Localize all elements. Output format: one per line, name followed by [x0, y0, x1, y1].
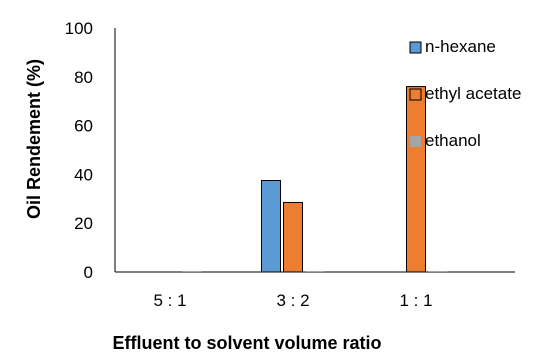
y-tick-label: 100	[65, 19, 93, 38]
y-tick-label: 80	[74, 68, 93, 87]
y-tick-label: 60	[74, 117, 93, 136]
x-tick-label: 3 : 2	[276, 291, 309, 310]
y-axis-ticks: 0 20 40 60 80 100	[65, 19, 93, 282]
bar-ethanol-1	[305, 271, 325, 272]
x-axis-title: Effluent to solvent volume ratio	[112, 333, 381, 353]
bar-ethyl-acetate-2	[406, 86, 426, 273]
bar-ethanol-2	[428, 271, 448, 272]
legend-swatch	[409, 41, 422, 54]
bar-n-hexane-1	[261, 180, 281, 273]
x-tick-label: 1 : 1	[399, 291, 432, 310]
x-tick-label: 5 : 1	[153, 291, 186, 310]
y-tick-label: 40	[74, 165, 93, 184]
bar-ethyl-acetate-1	[283, 201, 303, 273]
x-axis-ticks: 5 : 1 3 : 2 1 : 1	[153, 291, 432, 310]
bar-ethanol-0	[182, 271, 202, 272]
y-axis-title: Oil Rendement (%)	[24, 59, 44, 219]
legend-swatch	[410, 136, 421, 147]
legend: n-hexane ethyl acetate ethanol	[409, 37, 521, 150]
y-tick-label: 0	[84, 263, 93, 282]
legend-label: ethyl acetate	[425, 84, 521, 103]
legend-label: n-hexane	[425, 37, 496, 56]
y-tick-label: 20	[74, 214, 93, 233]
legend-label: ethanol	[425, 131, 481, 150]
plot-area	[114, 28, 515, 273]
legend-swatch	[409, 88, 422, 101]
